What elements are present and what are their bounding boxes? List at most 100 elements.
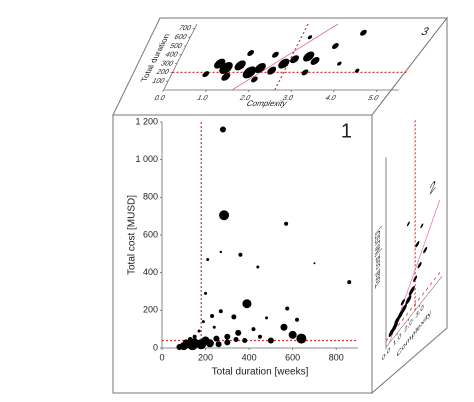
x-tick-label: 2.0 <box>404 316 413 334</box>
data-point <box>254 63 266 73</box>
data-point <box>218 309 223 314</box>
data-point <box>219 250 222 254</box>
x-tick <box>247 90 250 92</box>
y-tick-label: 600 <box>143 229 158 239</box>
cube-front-face <box>112 114 373 394</box>
data-point <box>347 280 352 285</box>
y-tick-label: 0 <box>153 342 158 352</box>
y-tick-label: 100 <box>151 76 167 84</box>
panel-number: 1 <box>341 120 352 142</box>
data-point <box>310 56 320 65</box>
y-tick-label: 300 <box>159 59 175 67</box>
data-point <box>272 51 279 58</box>
y-tick-label: 700 <box>177 24 193 32</box>
data-point <box>213 335 220 342</box>
x-axis <box>386 275 442 348</box>
data-point <box>242 66 257 79</box>
y-axis-label: Total cost [MUSD] <box>373 225 381 291</box>
data-point <box>408 286 415 296</box>
x-tick <box>333 90 335 92</box>
data-point <box>219 62 233 74</box>
data-point <box>267 66 277 75</box>
reference-line-x <box>274 24 309 90</box>
x-tick-label: 1.0 <box>196 93 210 101</box>
x-tick-label: 3.0 <box>281 93 295 101</box>
data-point <box>212 325 216 329</box>
y-tick-label: 600 <box>173 32 189 40</box>
data-point <box>278 58 290 69</box>
x-axis-label: Total duration [weeks] <box>212 367 309 378</box>
data-point <box>219 126 226 133</box>
y-tick-label: 200 <box>155 68 171 76</box>
data-point <box>176 344 183 351</box>
x-tick-label: 3.0 <box>415 302 424 320</box>
data-point <box>235 329 242 336</box>
data-point <box>251 327 256 332</box>
x-tick <box>375 90 378 92</box>
data-point <box>242 299 252 309</box>
data-point <box>406 221 410 227</box>
data-point <box>337 61 342 66</box>
data-point <box>420 223 424 229</box>
data-point <box>290 55 300 64</box>
y-tick-label: 500 <box>168 41 184 49</box>
data-point <box>256 265 260 269</box>
data-point <box>405 295 412 305</box>
data-point <box>224 333 231 340</box>
data-point <box>332 43 339 49</box>
trend-line <box>231 23 339 91</box>
data-point <box>205 339 214 348</box>
data-point <box>301 69 309 76</box>
data-point <box>285 306 290 311</box>
data-point <box>284 221 289 226</box>
x-tick-label: 800 <box>329 352 344 362</box>
data-point <box>242 337 248 343</box>
data-point <box>415 240 420 248</box>
front-panel: 0 200 400 600 800 0 200 400 600 800 1 000 1 200 Tota… <box>127 116 358 378</box>
data-point <box>192 334 197 339</box>
data-point <box>187 337 193 343</box>
data-point <box>267 337 274 344</box>
x-tick-label: 200 <box>198 352 213 362</box>
x-axis-label: Complexity <box>245 99 290 108</box>
y-axis <box>163 24 198 90</box>
data-point <box>197 329 201 333</box>
data-point <box>234 60 246 71</box>
x-tick <box>290 90 293 92</box>
data-point <box>206 257 210 261</box>
x-tick <box>204 90 207 92</box>
data-point <box>360 29 367 36</box>
data-point <box>251 76 258 83</box>
x-tick-label: 0 <box>159 352 164 362</box>
panel-number: 2 <box>429 177 436 199</box>
data-point <box>288 330 297 339</box>
data-point <box>233 337 239 343</box>
y-tick-label: 400 <box>164 50 180 58</box>
data-point <box>182 339 189 346</box>
data-point <box>354 68 360 73</box>
x-tick <box>162 90 165 92</box>
data-point <box>224 339 231 346</box>
data-point <box>417 261 422 269</box>
data-point <box>265 316 269 320</box>
y-tick-label: 200 <box>143 305 158 315</box>
data-point <box>219 210 230 221</box>
x-tick-label: 2.0 <box>238 93 252 101</box>
x-tick-label: 1.0 <box>393 331 402 349</box>
data-point <box>423 246 428 254</box>
y-tick-label: 800 <box>143 192 158 202</box>
y-tick-label: 1 000 <box>135 154 158 164</box>
data-point <box>202 71 210 78</box>
x-tick-label: 400 <box>242 352 257 362</box>
data-point <box>221 72 231 81</box>
data-point <box>238 252 243 257</box>
data-point <box>231 314 237 320</box>
data-point <box>258 334 262 339</box>
data-point <box>413 275 418 282</box>
data-point <box>204 291 208 295</box>
reference-line-y <box>386 269 442 342</box>
data-point <box>215 341 222 348</box>
data-point <box>196 339 207 350</box>
data-point <box>313 262 316 265</box>
data-point <box>400 298 405 306</box>
